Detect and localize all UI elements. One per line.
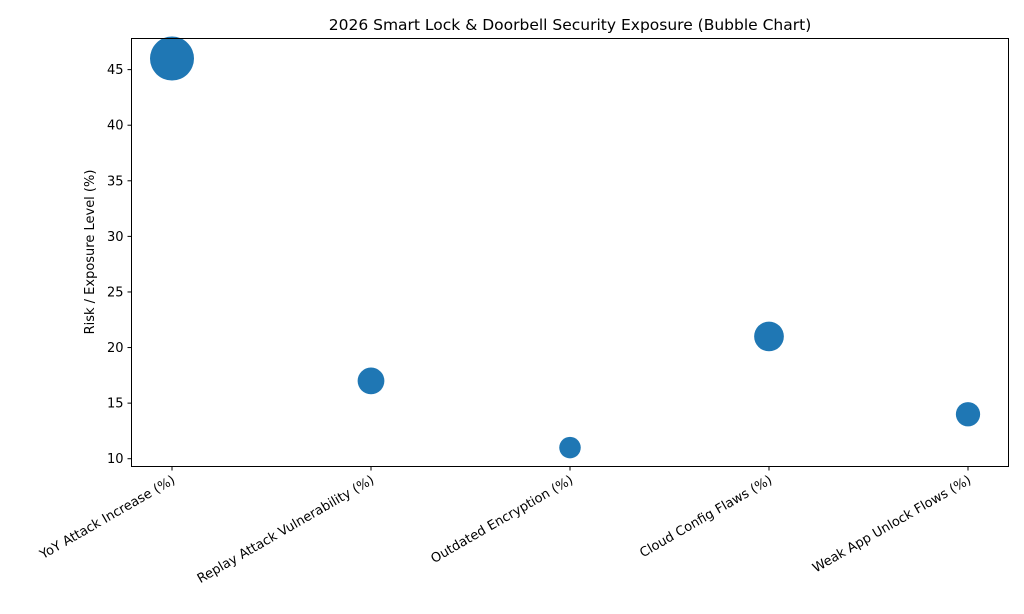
x-tick-label: Weak App Unlock Flows (%) — [810, 473, 974, 576]
bubble-point — [559, 436, 581, 459]
y-axis-label: Risk / Exposure Level (%) — [83, 170, 98, 335]
chart-title: 2026 Smart Lock & Doorbell Security Expo… — [329, 16, 812, 34]
bubble-point — [955, 402, 981, 427]
x-tick-label: YoY Attack Increase (%) — [37, 473, 178, 563]
x-tick-label: Replay Attack Vulnerability (%) — [195, 473, 377, 587]
y-tick-label: 35 — [107, 174, 124, 189]
x-axis-ticks: YoY Attack Increase (%) Replay Attack Vul… — [37, 466, 974, 587]
bubble-point — [357, 367, 385, 395]
y-tick-label: 40 — [107, 119, 124, 134]
y-tick-label: 30 — [107, 230, 124, 245]
x-tick-label: Outdated Encryption (%) — [428, 473, 576, 567]
bubble-point — [754, 321, 784, 352]
y-tick-label: 20 — [107, 341, 124, 356]
bubble-point — [150, 36, 194, 81]
y-tick-label: 45 — [107, 63, 124, 78]
y-tick-label: 10 — [107, 452, 124, 467]
y-tick-label: 15 — [107, 397, 124, 412]
y-tick-label: 25 — [107, 285, 124, 300]
y-axis-ticks: 10 15 20 25 30 35 40 45 — [107, 63, 132, 467]
x-tick-label: Cloud Config Flaws (%) — [637, 473, 775, 561]
plot-area-frame — [131, 38, 1009, 467]
